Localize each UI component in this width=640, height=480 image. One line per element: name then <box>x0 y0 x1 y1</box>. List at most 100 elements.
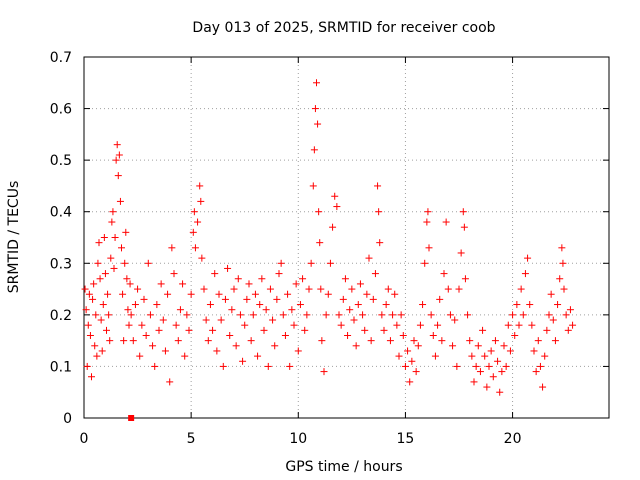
data-point <box>459 208 467 216</box>
data-point-square <box>128 415 135 421</box>
data-point <box>100 234 108 241</box>
x-tick-label: 5 <box>187 431 196 447</box>
y-axis-label: SRMTID / TECUs <box>6 181 22 294</box>
data-point <box>479 326 487 334</box>
data-point <box>539 383 547 391</box>
data-point <box>359 311 367 319</box>
data-point <box>526 301 534 309</box>
data-point <box>461 275 469 283</box>
data-point <box>367 337 375 345</box>
data-point <box>361 326 369 334</box>
data-point <box>277 259 285 267</box>
x-tick-label: 15 <box>397 431 415 447</box>
data-point <box>189 228 197 236</box>
data-point <box>378 311 386 319</box>
x-tick-label: 20 <box>504 431 522 447</box>
data-point <box>170 270 178 278</box>
data-point <box>131 301 139 309</box>
data-point <box>221 295 229 303</box>
data-point <box>118 244 125 252</box>
data-points <box>81 79 577 421</box>
data-point <box>483 383 491 391</box>
data-point <box>356 280 364 288</box>
data-point <box>204 337 212 345</box>
data-point <box>134 285 142 293</box>
data-point <box>166 378 174 386</box>
data-point <box>288 306 296 314</box>
data-point <box>350 316 358 324</box>
data-point <box>301 326 309 334</box>
data-point <box>515 321 523 329</box>
data-point <box>566 306 574 314</box>
data-point <box>395 352 403 360</box>
data-point <box>97 316 105 324</box>
data-point <box>517 285 525 293</box>
grid <box>84 57 609 418</box>
data-point <box>410 337 418 345</box>
data-point <box>104 290 112 298</box>
data-point <box>294 347 302 355</box>
data-point <box>391 290 399 298</box>
data-point <box>500 342 508 350</box>
y-tick-label: 0.1 <box>50 359 72 375</box>
data-point <box>408 357 416 365</box>
data-point <box>506 347 514 355</box>
data-point <box>230 285 238 293</box>
data-point <box>460 223 468 231</box>
data-point <box>313 79 320 87</box>
data-point <box>122 228 130 236</box>
data-point <box>232 342 240 350</box>
data-point <box>429 331 437 339</box>
data-point <box>281 331 289 339</box>
data-point <box>121 259 129 267</box>
data-point <box>502 362 510 370</box>
plot-frame <box>83 56 610 419</box>
data-point <box>125 321 133 329</box>
data-point <box>425 244 433 252</box>
data-point <box>551 337 559 345</box>
data-point <box>213 347 221 355</box>
data-point <box>290 321 298 329</box>
data-point <box>206 301 214 309</box>
data-point <box>258 275 266 283</box>
data-point <box>149 342 157 350</box>
data-point <box>185 326 193 334</box>
data-point <box>444 285 452 293</box>
data-point <box>200 285 208 293</box>
data-point <box>389 311 397 319</box>
data-point <box>547 290 555 298</box>
data-point <box>123 275 131 283</box>
data-point <box>234 275 242 283</box>
data-point <box>494 357 502 365</box>
data-point <box>341 275 349 283</box>
x-tick-label: 0 <box>80 431 89 447</box>
data-point <box>310 146 318 154</box>
data-point <box>468 352 476 360</box>
data-point <box>414 342 422 350</box>
data-point <box>89 295 97 303</box>
data-point <box>397 311 405 319</box>
data-point <box>82 306 90 314</box>
data-point <box>326 259 334 267</box>
data-point <box>416 321 424 329</box>
data-point <box>127 311 135 319</box>
y-tick-label: 0.4 <box>50 205 72 221</box>
data-point <box>541 352 549 360</box>
data-point <box>151 362 159 370</box>
data-point <box>111 234 119 241</box>
data-point <box>344 331 352 339</box>
data-point <box>404 347 412 355</box>
data-point <box>371 270 379 278</box>
data-point <box>363 290 371 298</box>
data-point <box>562 311 570 319</box>
data-point <box>427 311 435 319</box>
data-point <box>108 218 116 226</box>
data-point <box>219 362 227 370</box>
data-point <box>101 270 109 278</box>
data-point <box>136 352 144 360</box>
data-point <box>339 295 347 303</box>
data-point <box>491 337 499 345</box>
data-point <box>318 337 326 345</box>
data-point <box>431 352 439 360</box>
